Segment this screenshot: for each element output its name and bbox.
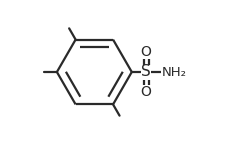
Text: O: O xyxy=(141,85,152,99)
Text: O: O xyxy=(141,45,152,59)
Text: NH₂: NH₂ xyxy=(161,66,186,78)
Text: S: S xyxy=(141,65,151,79)
